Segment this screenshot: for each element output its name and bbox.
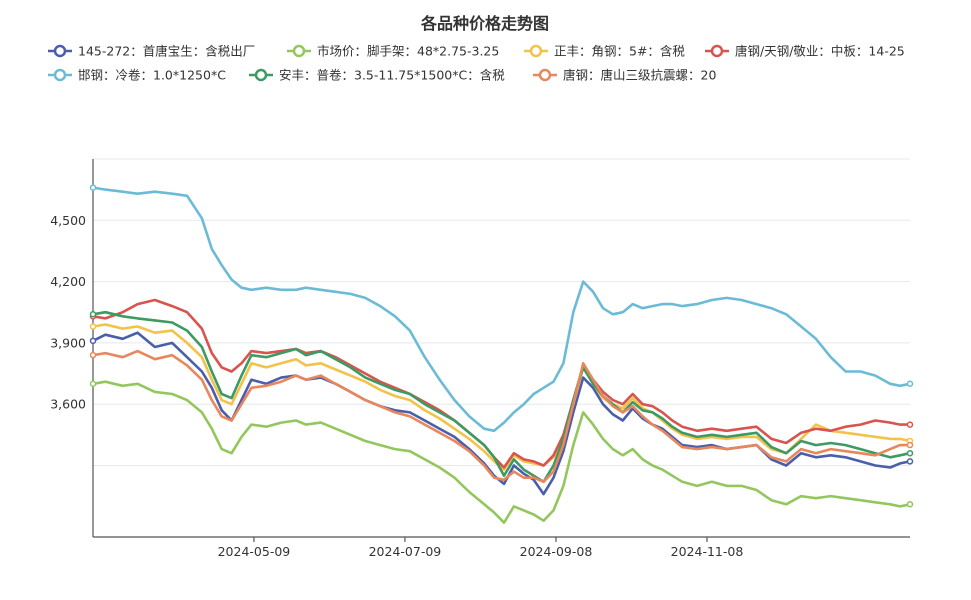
- legend-circle-swatch: [53, 44, 67, 58]
- legend-label: 145-272：首唐宝生：含税出厂: [78, 44, 255, 59]
- x-tick-label: 2024-11-08: [671, 544, 744, 559]
- series-line-2: [91, 380, 912, 524]
- legend-item[interactable]: 唐钢/天钢/敬业：中板：14-25: [705, 44, 905, 59]
- series-line-5: [91, 186, 912, 433]
- y-tick-label: 4,200: [50, 274, 86, 289]
- legend-label: 唐钢：唐山三级抗震螺：20: [563, 68, 716, 83]
- x-tick-label: 2024-09-08: [520, 544, 593, 559]
- series-line-3: [91, 323, 912, 471]
- y-tick-label: 3,600: [50, 397, 86, 412]
- legend-circle-swatch: [53, 68, 67, 82]
- chart-title: 各品种价格走势图: [420, 14, 549, 33]
- series-point: [89, 323, 97, 330]
- x-tick-label: 2024-07-09: [369, 544, 442, 559]
- series-point: [906, 441, 914, 449]
- series-point: [906, 449, 914, 457]
- legend-circle-swatch: [292, 44, 306, 58]
- axes: 3,600 3,900 4,200 4,500 2024-05-09 2024-07-09…: [50, 159, 910, 559]
- series-point: [906, 421, 914, 428]
- series-point: [89, 337, 97, 345]
- legend-label: 正丰：角钢：5#：含税: [554, 44, 685, 59]
- legend: 145-272：首唐宝生：含税出厂 市场价：脚手架：48*2.75-3.25 正丰：…: [48, 44, 905, 83]
- legend-item[interactable]: 唐钢：唐山三级抗震螺：20: [533, 68, 716, 83]
- series-point: [89, 380, 97, 388]
- y-tick-label: 4,500: [50, 213, 86, 228]
- legend-item[interactable]: 正丰：角钢：5#：含税: [524, 44, 685, 59]
- series-point: [89, 311, 97, 318]
- legend-item[interactable]: 145-272：首唐宝生：含税出厂: [48, 44, 255, 59]
- legend-circle-swatch: [710, 44, 724, 58]
- grid-lines: [93, 158, 910, 466]
- series-point: [906, 380, 914, 388]
- series-line-6: [91, 310, 912, 484]
- legend-circle-swatch: [254, 68, 268, 82]
- legend-label: 安丰：普卷：3.5-11.75*1500*C：含税: [279, 68, 505, 83]
- legend-item[interactable]: 安丰：普卷：3.5-11.75*1500*C：含税: [249, 68, 505, 83]
- series-point: [89, 351, 97, 359]
- legend-item[interactable]: 市场价：脚手架：48*2.75-3.25: [287, 44, 499, 59]
- series-point: [89, 184, 97, 191]
- series-line-4: [91, 298, 912, 469]
- legend-circle-swatch: [529, 44, 543, 58]
- y-tick-label: 3,900: [50, 335, 86, 350]
- series-line-7: [91, 349, 912, 484]
- legend-label: 市场价：脚手架：48*2.75-3.25: [317, 44, 499, 59]
- legend-label: 邯钢：冷卷：1.0*1250*C: [78, 68, 226, 83]
- series-point: [906, 458, 914, 465]
- legend-circle-swatch: [538, 68, 552, 82]
- series-lines: [89, 184, 914, 524]
- x-tick-label: 2024-05-09: [218, 544, 291, 559]
- series-point: [906, 501, 914, 508]
- legend-label: 唐钢/天钢/敬业：中板：14-25: [735, 44, 905, 59]
- legend-item[interactable]: 邯钢：冷卷：1.0*1250*C: [48, 68, 226, 83]
